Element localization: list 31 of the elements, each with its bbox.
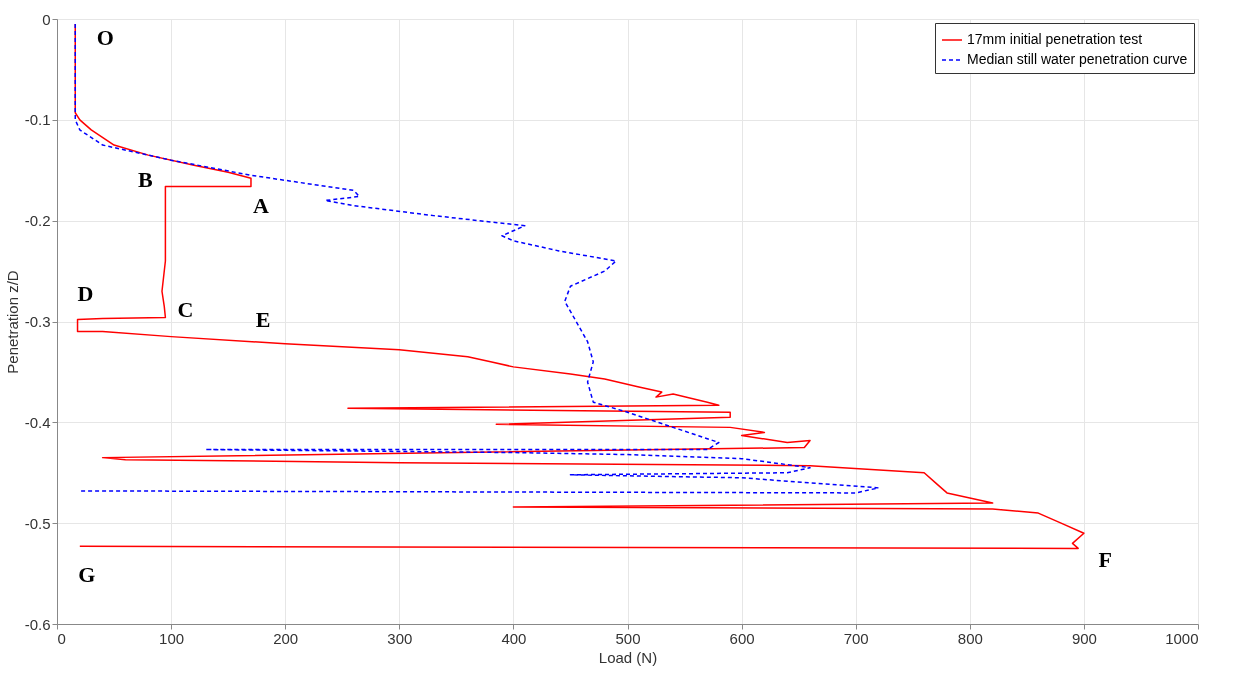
y-tick-label: -0.1 xyxy=(24,111,51,129)
x-tick-label: 700 xyxy=(843,629,869,647)
x-axis-title: Load (N) xyxy=(598,648,658,666)
x-tick-label: 1000 xyxy=(1165,629,1199,647)
y-axis-title: Penetration z/D xyxy=(3,270,21,374)
annotation: G xyxy=(78,562,96,588)
y-tick-label: -0.2 xyxy=(24,212,51,230)
x-tick-label: 300 xyxy=(387,629,413,647)
annotation: O xyxy=(96,25,114,51)
line-series xyxy=(74,23,880,494)
x-tick-label: 200 xyxy=(273,629,299,647)
x-tick-label: 500 xyxy=(615,629,641,647)
y-tick-label: -0.4 xyxy=(24,413,51,431)
annotation: D xyxy=(77,281,94,307)
x-tick-label: 600 xyxy=(729,629,755,647)
y-tick-label: 0 xyxy=(42,10,51,28)
x-tick-label: 100 xyxy=(159,629,185,647)
x-tick-label: 0 xyxy=(57,629,66,647)
y-tick-label: -0.5 xyxy=(24,514,51,532)
annotation: F xyxy=(1098,547,1112,573)
x-tick-label: 900 xyxy=(1071,629,1097,647)
legend-label: Median still water penetration curve xyxy=(967,51,1188,67)
legend-label: 17mm initial penetration test xyxy=(967,31,1143,47)
annotation: E xyxy=(255,306,271,332)
annotation: C xyxy=(177,297,194,323)
annotation: A xyxy=(253,193,270,219)
annotation: B xyxy=(138,167,154,193)
y-tick-label: -0.3 xyxy=(24,313,51,330)
x-tick-label: 400 xyxy=(501,629,527,647)
x-tick-label: 800 xyxy=(957,629,983,647)
y-tick-label: -0.6 xyxy=(24,615,51,633)
